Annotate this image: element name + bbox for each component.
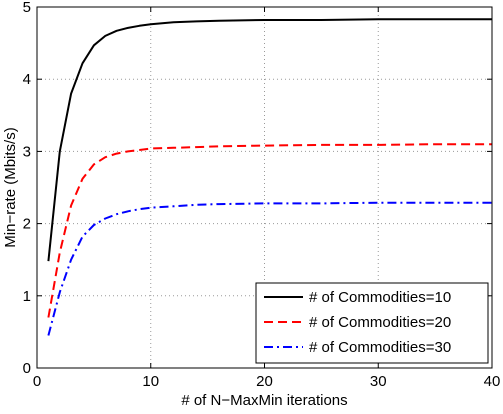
series-line-3 — [47, 201, 492, 336]
x-tick-label: 30 — [370, 373, 387, 390]
x-tick-label: 40 — [484, 373, 501, 390]
x-axis-label: # of N−MaxMin iterations — [181, 392, 347, 409]
y-tick-label: 2 — [23, 216, 31, 233]
legend: # of Commodities=10 # of Commodities=20 … — [255, 282, 489, 364]
legend-label-commodities-10: # of Commodities=10 — [309, 289, 451, 306]
legend-label-commodities-30: # of Commodities=30 — [309, 339, 451, 356]
x-tick-label: 20 — [256, 373, 273, 390]
legend-label-commodities-20: # of Commodities=20 — [309, 314, 451, 331]
y-tick-label: 1 — [23, 288, 31, 305]
series-line-1 — [47, 18, 492, 262]
y-axis-label: Min−rate (Mbits/s) — [2, 127, 19, 247]
y-tick-label: 3 — [23, 143, 31, 160]
y-tick-label: 0 — [23, 360, 31, 377]
axis-ticks: 0 10 20 30 40 0 1 2 3 4 5 — [23, 0, 501, 390]
y-tick-label: 4 — [23, 71, 31, 88]
x-tick-label: 10 — [142, 373, 159, 390]
x-tick-label: 0 — [33, 373, 41, 390]
y-tick-label: 5 — [23, 0, 31, 16]
series-line-2 — [47, 143, 492, 318]
series-lines — [47, 18, 492, 336]
